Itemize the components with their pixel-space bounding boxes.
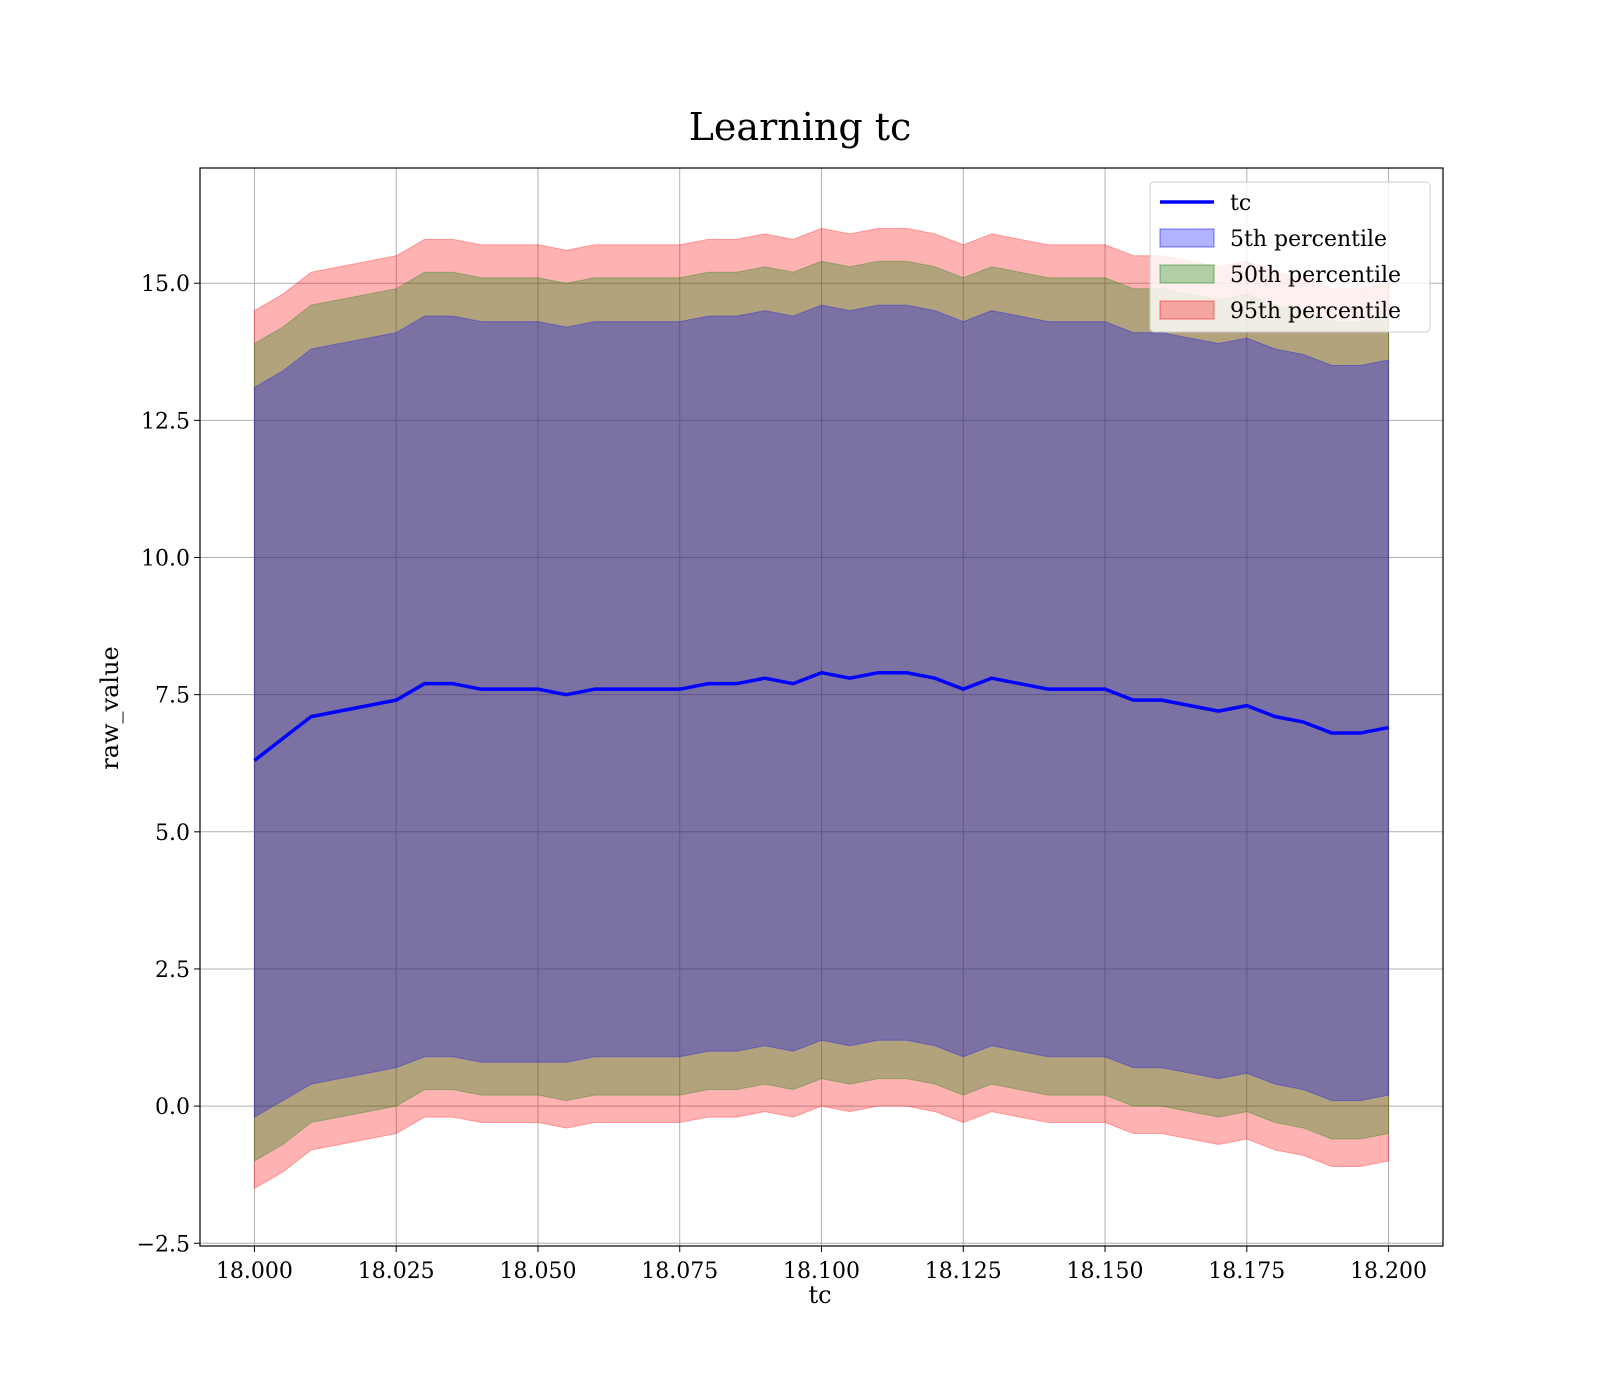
x-tick-label: 18.100 (783, 1259, 860, 1284)
y-tick-label: 15.0 (141, 272, 190, 297)
y-tick-label: 0.0 (155, 1095, 190, 1120)
y-tick-label: 5.0 (155, 821, 190, 846)
band-50th-percentile (253, 260, 1390, 1162)
y-tick-label: 2.5 (155, 958, 190, 983)
x-tick-label: 18.000 (216, 1259, 293, 1284)
y-tick-label: 12.5 (141, 409, 190, 434)
legend-label: 95th percentile (1230, 299, 1401, 324)
x-tick-label: 18.150 (1067, 1259, 1144, 1284)
legend-swatch-band (1159, 228, 1215, 248)
band-5th-percentile (253, 304, 1390, 1118)
y-axis-label: raw_value (96, 646, 124, 770)
legend-box (1149, 181, 1431, 333)
x-tick-label: 18.175 (1208, 1259, 1285, 1284)
x-axis-label: tc (808, 1281, 831, 1309)
x-tick-label: 18.200 (1350, 1259, 1427, 1284)
y-tick-label: −2.5 (137, 1232, 190, 1257)
legend: tc 5th percentile 50th percentile 95th perc… (1149, 181, 1431, 333)
x-axis-ticks: 18.000 18.025 18.050 18.075 18.100 18.125 18.1… (216, 1246, 1427, 1284)
legend-label: 50th percentile (1230, 263, 1401, 288)
x-tick-label: 18.075 (641, 1259, 718, 1284)
chart-title: Learning tc (689, 105, 912, 149)
legend-swatch-band (1159, 300, 1215, 320)
band-95th-percentile (253, 227, 1390, 1190)
x-tick-label: 18.125 (925, 1259, 1002, 1284)
series-line-tc (253, 670, 1389, 762)
y-tick-label: 10.0 (141, 547, 190, 572)
legend-label: 5th percentile (1230, 227, 1387, 252)
percentile-bands (253, 227, 1390, 1190)
x-tick-label: 18.025 (358, 1259, 435, 1284)
grid (200, 168, 1443, 1246)
y-tick-label: 7.5 (155, 684, 190, 709)
y-axis-ticks: −2.5 0.0 2.5 5.0 7.5 10.0 12.5 15.0 (137, 272, 200, 1257)
x-tick-label: 18.050 (499, 1259, 576, 1284)
legend-label: tc (1230, 191, 1251, 216)
series-lines (253, 670, 1389, 762)
legend-swatch-band (1159, 264, 1215, 284)
